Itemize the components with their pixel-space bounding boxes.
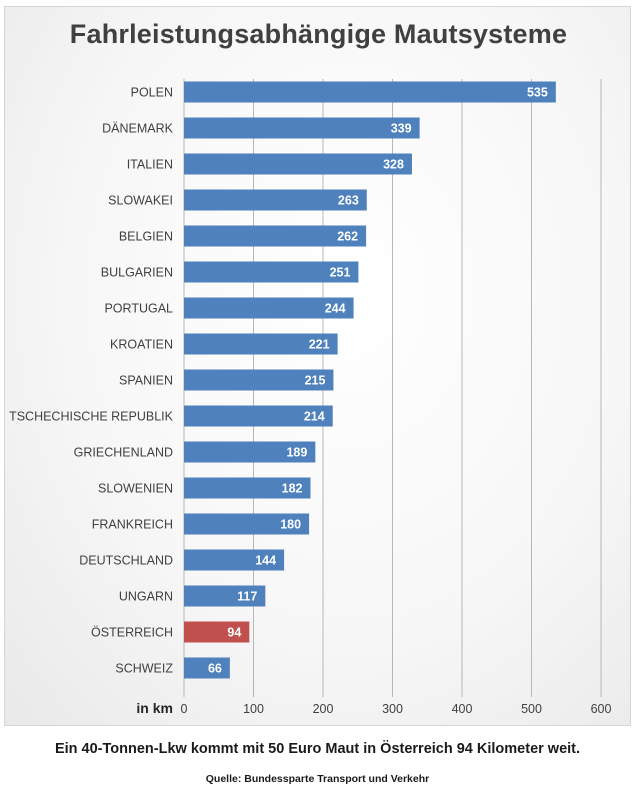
category-label: DÄNEMARK [102,122,174,136]
category-label: GRIECHENLAND [74,446,173,460]
category-label: ITALIEN [127,158,173,172]
data-label: 215 [305,374,326,388]
category-label: FRANKREICH [92,518,173,532]
data-label: 117 [237,590,257,604]
bar-chart: 0 100 200 300 400 500 600 in km POLEN 535 DÄNEMARK… [9,79,612,716]
category-label: UNGARN [119,590,173,604]
category-label: SLOWENIEN [98,482,173,496]
data-label: 244 [325,302,346,316]
data-label: 214 [304,410,325,424]
data-label: 535 [527,86,548,100]
data-label: 66 [208,662,222,676]
x-tick-label-0: 0 [181,702,188,716]
data-label: 180 [280,518,301,532]
bar-ungarn [184,585,266,607]
category-label: BULGARIEN [101,266,173,280]
category-label: POLEN [131,86,173,100]
bar-tschechische-republik [184,405,333,427]
bar-italien [184,153,412,175]
source-note: Quelle: Bundessparte Transport und Verke… [205,773,430,785]
data-label: 328 [383,158,404,172]
category-label: SLOWAKEI [108,194,173,208]
bar-slowenien [184,477,311,499]
bar-schweiz [184,657,230,679]
x-tick-label-300: 300 [382,702,403,716]
data-label: 262 [337,230,358,244]
bar-slowakei [184,189,367,211]
bar-belgien [184,225,367,247]
category-label: SCHWEIZ [115,662,173,676]
data-label: 94 [227,626,241,640]
x-tick-label-200: 200 [313,702,334,716]
bar-bulgarien [184,261,359,283]
chart-title: Fahrleistungsabhängige Mautsysteme [69,19,568,49]
data-label: 221 [309,338,330,352]
data-label: 182 [282,482,303,496]
x-axis-label: in km [136,700,173,716]
bar-spanien [184,369,334,391]
bar-frankreich [184,513,310,535]
data-label: 144 [255,554,276,568]
category-label: KROATIEN [110,338,173,352]
category-label: SPANIEN [119,374,173,388]
category-label: PORTUGAL [104,302,173,316]
x-tick-label-400: 400 [452,702,473,716]
bar-griechenland [184,441,316,463]
chart-figure: Fahrleistungsabhängige Mautsysteme 0 100 2… [4,6,631,726]
bar-kroatien [184,333,338,355]
bar-dänemark [184,117,420,139]
category-label: BELGIEN [119,230,173,244]
x-tick-label-100: 100 [243,702,264,716]
data-label: 251 [330,266,351,280]
x-tick-label-600: 600 [591,702,612,716]
category-label: DEUTSCHLAND [79,554,173,568]
data-label: 339 [391,122,412,136]
category-label: ÖSTERREICH [91,626,173,640]
bar-portugal [184,297,354,319]
chart-caption: Ein 40-Tonnen-Lkw kommt mit 50 Euro Maut… [54,741,581,757]
bar-deutschland [184,549,285,571]
data-label: 189 [286,446,307,460]
data-label: 263 [338,194,359,208]
x-tick-label-500: 500 [521,702,542,716]
bar-österreich [184,621,250,643]
category-label: TSCHECHISCHE REPUBLIK [9,410,174,424]
bar-polen [184,81,556,103]
